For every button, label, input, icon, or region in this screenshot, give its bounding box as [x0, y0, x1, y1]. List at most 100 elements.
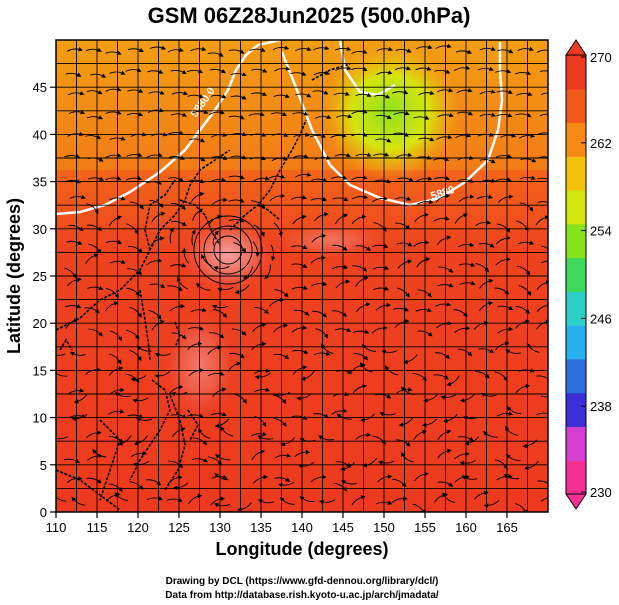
streamline-arrow: [209, 332, 225, 339]
streamline-arrow: [85, 253, 99, 264]
streamline-arrow: [109, 70, 126, 75]
streamline-arrow: [375, 302, 392, 311]
streamline-arrow: [375, 138, 392, 143]
streamline-arrow: [396, 287, 410, 298]
streamline-arrow: [68, 110, 86, 115]
streamline-arrow: [88, 243, 102, 254]
streamline-arrow: [108, 215, 123, 227]
streamline-arrow: [212, 305, 229, 310]
streamline-arrow: [519, 175, 536, 180]
streamline-arrow: [412, 503, 426, 512]
streamline-arrow: [418, 137, 435, 142]
streamline-arrow: [234, 284, 250, 295]
colorbar-segments: [566, 55, 586, 495]
streamline-arrow: [497, 194, 514, 203]
streamline-arrow: [207, 52, 224, 57]
streamline-arrow: [479, 301, 494, 312]
plot-area: 5880.0 5880: [56, 40, 548, 512]
streamline-arrow: [372, 286, 390, 291]
streamline-arrow: [187, 413, 204, 418]
warm-band-east: [270, 220, 390, 260]
streamline-arrow: [503, 473, 520, 480]
x-tick-label: 145: [332, 520, 354, 535]
streamline-arrow: [351, 175, 368, 181]
streamline-arrow: [228, 218, 245, 223]
streamline-arrow: [475, 220, 492, 227]
colorbar-segment: [566, 88, 586, 124]
streamline-arrow: [536, 48, 548, 53]
streamline-arrow: [253, 176, 270, 182]
streamline-arrow: [310, 196, 328, 202]
streamline-arrow: [495, 153, 513, 159]
streamline-arrow: [433, 374, 449, 380]
x-tick-label: 125: [168, 520, 190, 535]
streamline-arrow: [313, 45, 330, 51]
streamline-arrow: [351, 66, 368, 71]
streamline-arrow: [353, 352, 369, 361]
streamline-arrow: [151, 320, 165, 331]
streamline-arrow: [71, 496, 86, 506]
streamline-arrow: [66, 46, 83, 52]
streamline-arrow: [252, 322, 267, 333]
colorbar-frame: [565, 54, 587, 495]
streamline-arrow: [290, 71, 307, 76]
x-axis-ticks: 110 115 120 125 130 135 140 145 150 155 160 165: [46, 512, 518, 535]
streamline-arrow: [494, 371, 508, 382]
streamline-arrow: [456, 111, 474, 116]
streamline-arrow: [332, 196, 349, 201]
streamline-arrow: [413, 115, 430, 120]
colorbar-segment: [566, 223, 586, 259]
streamline-arrow: [496, 223, 511, 233]
streamline-arrow: [375, 114, 392, 120]
y-tick-label: 20: [33, 316, 47, 331]
streamline-arrow: [273, 417, 287, 427]
colorbar-tick-label: 254: [590, 224, 612, 239]
streamline-arrow: [148, 90, 165, 95]
streamline-arrow: [73, 393, 88, 404]
streamline-arrow: [215, 454, 231, 461]
streamline-arrow: [412, 372, 427, 382]
streamline-arrow: [336, 413, 352, 420]
streamline-arrow: [416, 176, 433, 182]
streamline-arrow: [314, 351, 331, 356]
colorbar-segment: [566, 291, 586, 326]
streamline-arrow: [495, 177, 512, 182]
streamline-arrow: [68, 388, 85, 395]
streamline-arrow: [332, 244, 348, 251]
streamline-arrow: [291, 285, 308, 290]
streamline-arrow: [167, 285, 183, 292]
streamline-arrow: [292, 349, 309, 354]
streamline-arrow: [151, 211, 166, 222]
streamline-arrow: [126, 152, 143, 158]
streamline-arrow: [169, 303, 186, 312]
streamline-arrow: [415, 66, 432, 71]
streamline-arrow: [270, 111, 287, 116]
streamline-arrow: [104, 301, 119, 312]
streamline-arrow: [478, 348, 494, 354]
streamline-arrow: [87, 176, 105, 181]
streamline-arrow: [212, 230, 219, 246]
streamline-arrow: [273, 353, 290, 360]
streamline-arrow: [146, 153, 163, 158]
streamline-arrow: [127, 47, 144, 52]
colorbar-segment: [566, 156, 586, 191]
streamline-arrow: [106, 287, 119, 299]
y-tick-label: 35: [33, 175, 47, 190]
streamline-arrow: [109, 353, 122, 365]
streamline-arrow: [340, 480, 357, 485]
streamline-arrow: [396, 152, 413, 158]
streamline-arrow: [168, 384, 184, 395]
streamline-arrow: [437, 481, 454, 487]
streamline-arrow: [69, 351, 86, 356]
streamline-arrow: [167, 130, 185, 136]
streamline-arrow: [394, 66, 412, 71]
streamline-arrow: [515, 383, 531, 394]
y-tick-label: 30: [33, 222, 47, 237]
streamline-arrow: [168, 460, 184, 469]
streamline-arrow: [65, 304, 82, 309]
streamline-arrow: [518, 285, 532, 297]
colorbar-tick-label: 270: [590, 50, 612, 65]
streamline-arrow: [220, 426, 234, 437]
streamline-arrow: [496, 89, 513, 94]
circulation-ring: [203, 225, 253, 275]
